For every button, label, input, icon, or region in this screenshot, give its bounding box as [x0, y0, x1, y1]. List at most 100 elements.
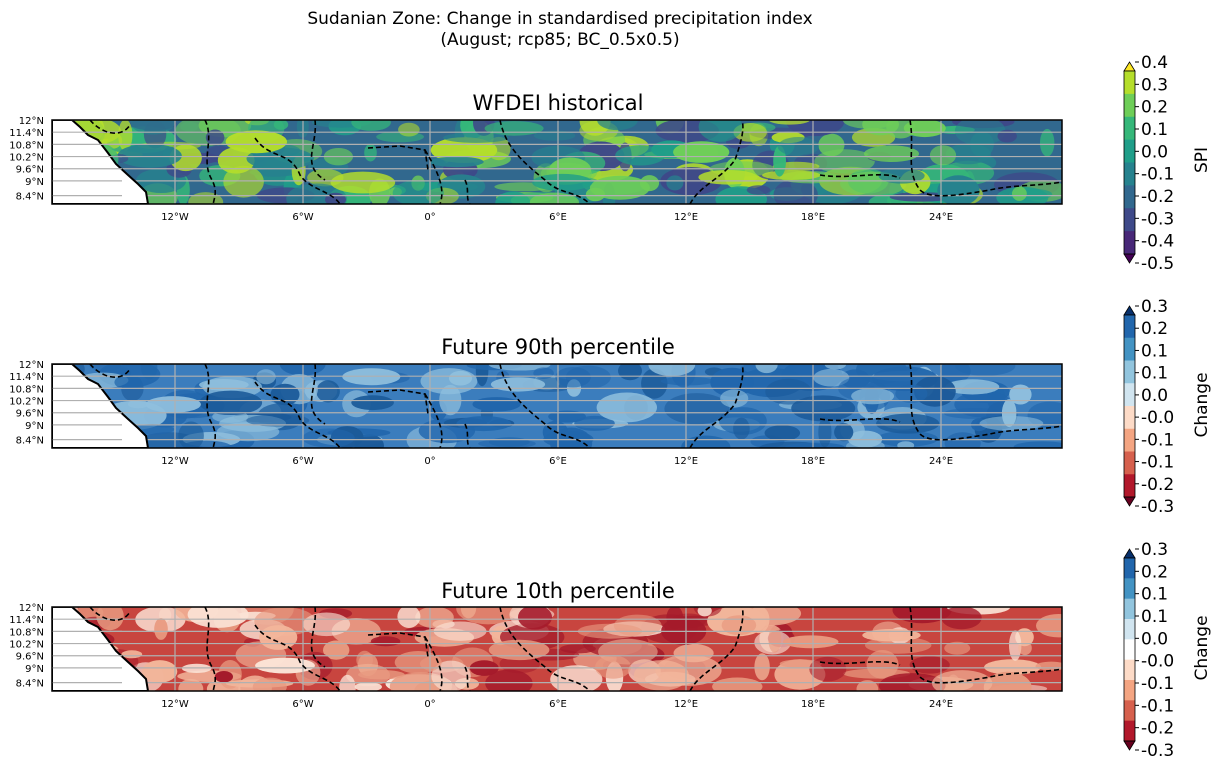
country-border — [254, 381, 341, 448]
country-border — [89, 364, 131, 378]
panel-title-future-90th: Future 90th percentile — [441, 335, 675, 359]
colorbar-segment — [1124, 474, 1135, 498]
field-blob — [456, 416, 512, 432]
colorbar-tick-label: -0.5 — [1141, 254, 1174, 274]
field-blob — [358, 670, 405, 680]
lon-tick-label: 6°W — [292, 212, 313, 223]
field-blob — [945, 379, 1000, 395]
colorbar-frame — [1123, 314, 1136, 498]
colorbar-wfdei: SPI 0.40.3 0.20.10.0 -0.1-0.2-0.3 -0.4-0.5 — [1123, 53, 1212, 274]
colorbar-segment — [1124, 451, 1135, 475]
country-border — [310, 120, 326, 181]
country-border — [204, 364, 216, 448]
lat-tick-label: 12°N — [19, 360, 44, 371]
colorbar-tick-label: 0.2 — [1141, 98, 1168, 118]
field-blob — [824, 364, 847, 370]
lon-tick-label: 6°E — [549, 699, 567, 710]
lon-tick-label: 0° — [424, 699, 435, 710]
field-blob — [615, 145, 666, 166]
field-blob — [809, 656, 847, 682]
field-blob — [596, 392, 657, 423]
field-blob — [1009, 630, 1022, 661]
field-blob — [252, 677, 287, 691]
lat-tick-label: 10.2°N — [9, 153, 44, 164]
field-blob — [710, 367, 754, 397]
colorbar-tick-label: 0.0 — [1141, 386, 1168, 406]
field-blob — [768, 626, 782, 653]
panel-title-wfdei: WFDEI historical — [472, 91, 643, 115]
field-blob — [765, 378, 812, 405]
lat-tick-label: 9°N — [25, 177, 44, 188]
panel-title-future-10th: Future 10th percentile — [441, 579, 675, 603]
field-blob — [782, 635, 839, 649]
field-blob — [187, 607, 249, 628]
field-blob — [595, 655, 632, 679]
field-blob — [937, 175, 980, 204]
colorbar-segment — [1124, 639, 1135, 661]
field-blob — [478, 439, 536, 448]
field-blob — [721, 615, 757, 636]
field-blob — [121, 650, 143, 659]
field-blob — [533, 130, 576, 141]
lon-tick-label: 24°E — [929, 456, 953, 467]
country-border — [254, 137, 341, 204]
ocean-coastline — [52, 607, 150, 691]
field-blob — [246, 147, 314, 170]
colorbar-label-spi: SPI — [1192, 147, 1212, 173]
field-blob — [249, 167, 299, 177]
map-area-future-90th: 12°N11.4°N10.8°N 10.2°N9.6°N9°N 8.4°N 12°W 6… — [9, 360, 1063, 467]
field-blob — [889, 192, 953, 202]
colorbar-segment — [1124, 231, 1135, 255]
field-blob — [117, 143, 182, 168]
field-blob — [443, 132, 509, 143]
colorbar-tick-label: 0.1 — [1141, 585, 1168, 605]
field-blob — [954, 391, 1013, 418]
field-blob — [415, 607, 454, 629]
lat-tick-label: 9.6°N — [16, 165, 44, 176]
lon-tick-label: 24°E — [929, 212, 953, 223]
field-blob — [246, 414, 310, 427]
field-blob — [488, 364, 551, 371]
colorbar-extend-min — [1123, 496, 1136, 507]
lat-tick-label: 8.4°N — [16, 679, 44, 690]
lon-tick-label: 18°E — [801, 212, 825, 223]
colorbar-tick-label: 0.2 — [1141, 562, 1168, 582]
colorbar-tick-label: -0.3 — [1141, 741, 1174, 761]
field-blob — [256, 369, 276, 385]
colorbar-tick-label: 0.1 — [1141, 341, 1168, 361]
field-blob — [223, 165, 264, 198]
field-blob — [909, 656, 950, 674]
colorbar-tick-label: 0.1 — [1141, 607, 1168, 627]
field-blob — [255, 657, 315, 674]
field-blob — [487, 136, 511, 161]
country-border — [909, 364, 1062, 441]
field-blob — [154, 618, 168, 640]
lon-tick-label: 12°E — [674, 456, 698, 467]
lon-tick-label: 12°W — [161, 699, 189, 710]
colorbar-tick-label: 0.3 — [1141, 297, 1168, 317]
country-border — [310, 364, 326, 425]
field-blob — [698, 120, 743, 142]
colorbar-tick-label: 0.3 — [1141, 75, 1168, 95]
field-blob — [1040, 128, 1055, 157]
lat-tick-label: 11.4°N — [9, 372, 44, 383]
field-blob — [518, 607, 552, 630]
country-border — [424, 149, 443, 204]
field-blob — [945, 143, 991, 165]
colorbar-segment — [1124, 680, 1135, 701]
country-border — [464, 179, 471, 204]
lon-tick-label: 6°E — [549, 456, 567, 467]
field-blob — [351, 120, 391, 131]
field-blob — [791, 395, 856, 422]
colorbar-tick-label: -0.1 — [1141, 674, 1174, 694]
field-blob — [698, 170, 758, 185]
field-blob — [330, 171, 396, 194]
field-blob — [768, 120, 810, 125]
field-blob — [697, 607, 712, 617]
field-blob — [983, 671, 1032, 691]
country-border — [254, 624, 341, 691]
colorbar-segment — [1124, 185, 1135, 209]
field-blob — [1036, 614, 1062, 638]
lon-tick-label: 6°W — [292, 456, 313, 467]
field-blob — [225, 130, 287, 154]
